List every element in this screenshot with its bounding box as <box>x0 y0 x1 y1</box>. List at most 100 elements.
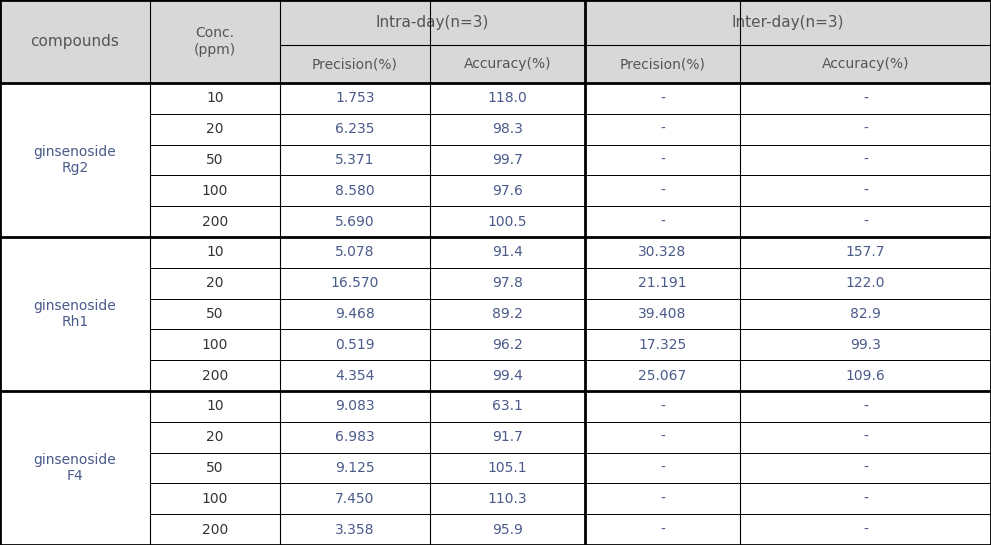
Text: 30.328: 30.328 <box>638 245 687 259</box>
Bar <box>430 268 585 299</box>
Bar <box>585 114 740 144</box>
Text: 200: 200 <box>202 215 228 228</box>
Bar <box>585 83 740 114</box>
Bar <box>430 422 585 452</box>
Text: 100: 100 <box>202 492 228 506</box>
Text: 99.3: 99.3 <box>850 338 881 352</box>
Bar <box>280 268 430 299</box>
Text: 99.7: 99.7 <box>493 153 523 167</box>
Bar <box>585 391 740 422</box>
Bar <box>740 268 991 299</box>
Bar <box>150 268 280 299</box>
Text: Conc.
(ppm): Conc. (ppm) <box>194 26 236 57</box>
Text: 50: 50 <box>206 461 224 475</box>
Text: 10: 10 <box>206 245 224 259</box>
Text: -: - <box>660 523 665 537</box>
Bar <box>280 83 430 114</box>
Text: 3.358: 3.358 <box>335 523 375 537</box>
Bar <box>740 299 991 329</box>
Text: -: - <box>660 153 665 167</box>
Text: ginsenoside
Rg2: ginsenoside Rg2 <box>34 145 116 175</box>
Bar <box>150 144 280 175</box>
Text: 5.690: 5.690 <box>335 215 375 228</box>
Text: 100: 100 <box>202 338 228 352</box>
Text: Precision(%): Precision(%) <box>619 57 706 71</box>
Bar <box>150 237 280 268</box>
Bar <box>280 452 430 483</box>
Bar <box>150 0 280 83</box>
Text: 8.580: 8.580 <box>335 184 375 198</box>
Bar <box>150 514 280 545</box>
Text: -: - <box>863 492 868 506</box>
Text: 17.325: 17.325 <box>638 338 687 352</box>
Bar <box>430 45 585 83</box>
Bar <box>740 483 991 514</box>
Text: 99.4: 99.4 <box>493 368 523 383</box>
Bar <box>430 206 585 237</box>
Text: 97.6: 97.6 <box>493 184 523 198</box>
Text: Accuracy(%): Accuracy(%) <box>464 57 551 71</box>
Text: -: - <box>863 153 868 167</box>
Bar <box>585 237 740 268</box>
Bar <box>585 175 740 206</box>
Text: 50: 50 <box>206 307 224 321</box>
Bar <box>585 360 740 391</box>
Text: 0.519: 0.519 <box>335 338 375 352</box>
Bar <box>280 0 585 45</box>
Bar <box>280 514 430 545</box>
Text: 95.9: 95.9 <box>493 523 523 537</box>
Text: -: - <box>660 184 665 198</box>
Bar <box>430 514 585 545</box>
Text: 9.468: 9.468 <box>335 307 375 321</box>
Bar <box>430 329 585 360</box>
Text: 20: 20 <box>206 122 224 136</box>
Bar <box>280 45 430 83</box>
Text: Precision(%): Precision(%) <box>312 57 398 71</box>
Bar <box>430 114 585 144</box>
Bar <box>430 144 585 175</box>
Bar <box>0 83 150 237</box>
Text: 91.7: 91.7 <box>493 430 523 444</box>
Text: -: - <box>660 92 665 105</box>
Bar <box>740 237 991 268</box>
Text: -: - <box>660 399 665 414</box>
Bar <box>585 0 991 45</box>
Bar <box>585 329 740 360</box>
Text: 9.125: 9.125 <box>335 461 375 475</box>
Text: 118.0: 118.0 <box>488 92 527 105</box>
Text: 1.753: 1.753 <box>335 92 375 105</box>
Bar <box>585 514 740 545</box>
Text: 63.1: 63.1 <box>493 399 523 414</box>
Bar <box>150 114 280 144</box>
Text: 89.2: 89.2 <box>493 307 523 321</box>
Text: 25.067: 25.067 <box>638 368 687 383</box>
Bar <box>150 483 280 514</box>
Bar <box>0 237 150 391</box>
Text: Intra-day(n=3): Intra-day(n=3) <box>376 15 490 30</box>
Bar <box>740 144 991 175</box>
Text: -: - <box>863 215 868 228</box>
Bar <box>0 0 150 83</box>
Bar <box>280 483 430 514</box>
Bar <box>150 175 280 206</box>
Text: 5.371: 5.371 <box>335 153 375 167</box>
Bar <box>280 329 430 360</box>
Bar <box>585 144 740 175</box>
Text: 109.6: 109.6 <box>845 368 885 383</box>
Bar <box>280 114 430 144</box>
Bar <box>150 391 280 422</box>
Text: 5.078: 5.078 <box>335 245 375 259</box>
Text: -: - <box>863 461 868 475</box>
Text: 98.3: 98.3 <box>493 122 523 136</box>
Text: 200: 200 <box>202 523 228 537</box>
Text: 7.450: 7.450 <box>335 492 375 506</box>
Bar <box>740 514 991 545</box>
Bar <box>740 175 991 206</box>
Text: ginsenoside
Rh1: ginsenoside Rh1 <box>34 299 116 329</box>
Text: -: - <box>863 430 868 444</box>
Bar <box>280 422 430 452</box>
Text: -: - <box>863 92 868 105</box>
Bar <box>150 83 280 114</box>
Bar <box>585 452 740 483</box>
Text: Accuracy(%): Accuracy(%) <box>822 57 910 71</box>
